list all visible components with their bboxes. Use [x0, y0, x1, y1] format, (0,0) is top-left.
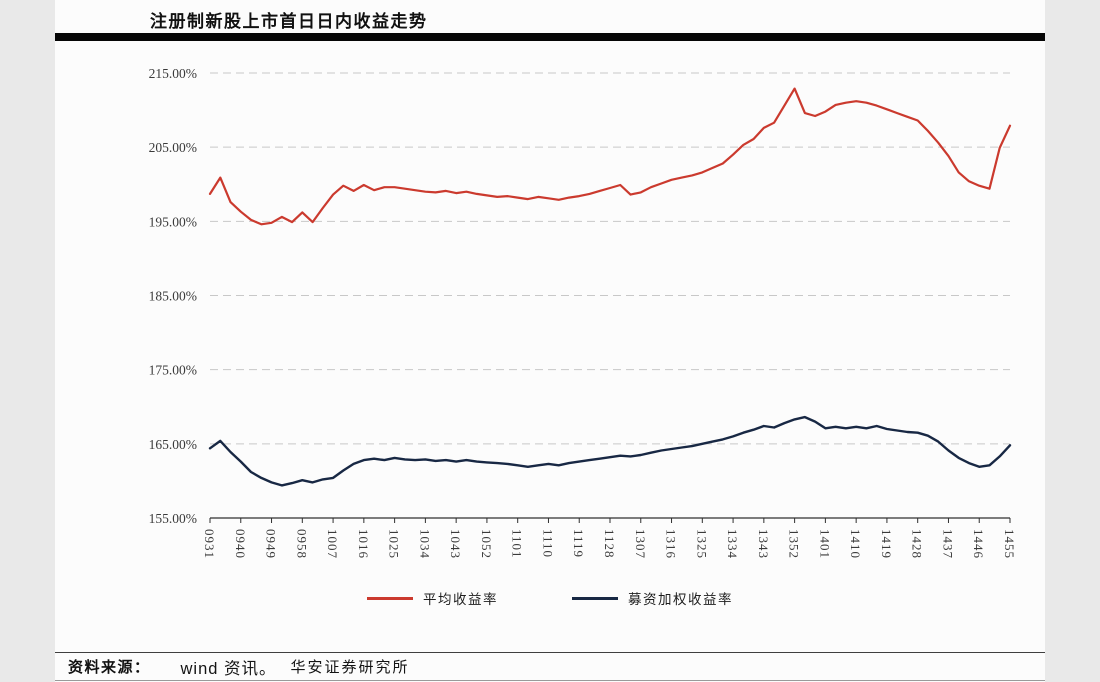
weighted-return-series-line [208, 415, 1012, 487]
x-tick-label: 1428 [910, 529, 925, 559]
y-tick-label: 205.00% [149, 140, 197, 155]
x-tick-label: 1110 [540, 529, 555, 558]
legend-label-weighted-return: 募资加权收益率 [628, 592, 733, 607]
x-tick-label: 1043 [448, 529, 463, 559]
navy-line-sample-icon [572, 596, 618, 600]
title-divider-bar [55, 33, 1045, 41]
x-tick-label: 1307 [633, 529, 648, 559]
source-label: 资料来源： [68, 660, 151, 676]
x-tick-label: 0931 [202, 529, 217, 559]
average-return-series-line [208, 87, 1012, 226]
report-panel: 注册制新股上市首日日内收益走势 155.00% 165.00% 175.00% 185… [55, 0, 1045, 682]
y-tick-label: 155.00% [149, 511, 197, 526]
x-tick-label: 1401 [817, 529, 832, 559]
x-tick-label: 1025 [387, 529, 402, 559]
x-tick-label: 1052 [479, 529, 494, 559]
y-tick-label: 165.00% [149, 437, 197, 452]
x-tick-label: 1343 [756, 529, 771, 559]
x-tick-label: 1128 [602, 529, 617, 559]
x-tick-label: 1455 [1002, 529, 1017, 559]
x-tick-label: 1034 [417, 529, 432, 559]
legend-item-average-return: 平均收益率 [367, 588, 498, 608]
legend-label-average-return: 平均收益率 [423, 592, 498, 607]
x-tick-label: 0958 [294, 529, 309, 559]
x-tick-label: 1016 [356, 529, 371, 559]
source-footer: 资料来源： wind 资讯。 华安证券研究所 [55, 652, 1045, 681]
source-wind-text: wind 资讯。 [180, 659, 277, 678]
chart-legend: 平均收益率 募资加权收益率 [55, 588, 1045, 608]
x-tick-label: 1325 [694, 529, 709, 559]
x-tick-label: 1352 [787, 529, 802, 559]
red-line-sample-icon [367, 596, 413, 600]
x-tick-label: 1007 [325, 529, 340, 559]
legend-item-weighted-return: 募资加权收益率 [572, 588, 733, 608]
y-tick-label: 175.00% [149, 363, 197, 378]
x-tick-label: 1101 [510, 529, 525, 559]
y-tick-label: 185.00% [149, 289, 197, 304]
x-tick-label: 1410 [848, 529, 863, 559]
y-tick-label: 215.00% [149, 66, 197, 81]
x-tick-label: 1446 [971, 529, 986, 559]
chart-title: 注册制新股上市首日日内收益走势 [150, 12, 428, 31]
x-tick-label: 1334 [725, 529, 740, 559]
return-trend-line-chart: 155.00% 165.00% 175.00% 185.00% 195.00% 205.0… [60, 58, 1040, 586]
x-tick-label: 1437 [940, 529, 955, 559]
chart-canvas: 155.00% 165.00% 175.00% 185.00% 195.00% 205.0… [149, 66, 1017, 559]
x-tick-label: 0940 [233, 529, 248, 559]
y-tick-label: 195.00% [149, 214, 197, 229]
x-tick-label: 1419 [879, 529, 894, 559]
source-org-text: 华安证券研究所 [290, 660, 410, 676]
x-tick-label: 1119 [571, 529, 586, 558]
x-tick-label: 0949 [264, 529, 279, 559]
x-tick-label: 1316 [664, 529, 679, 559]
